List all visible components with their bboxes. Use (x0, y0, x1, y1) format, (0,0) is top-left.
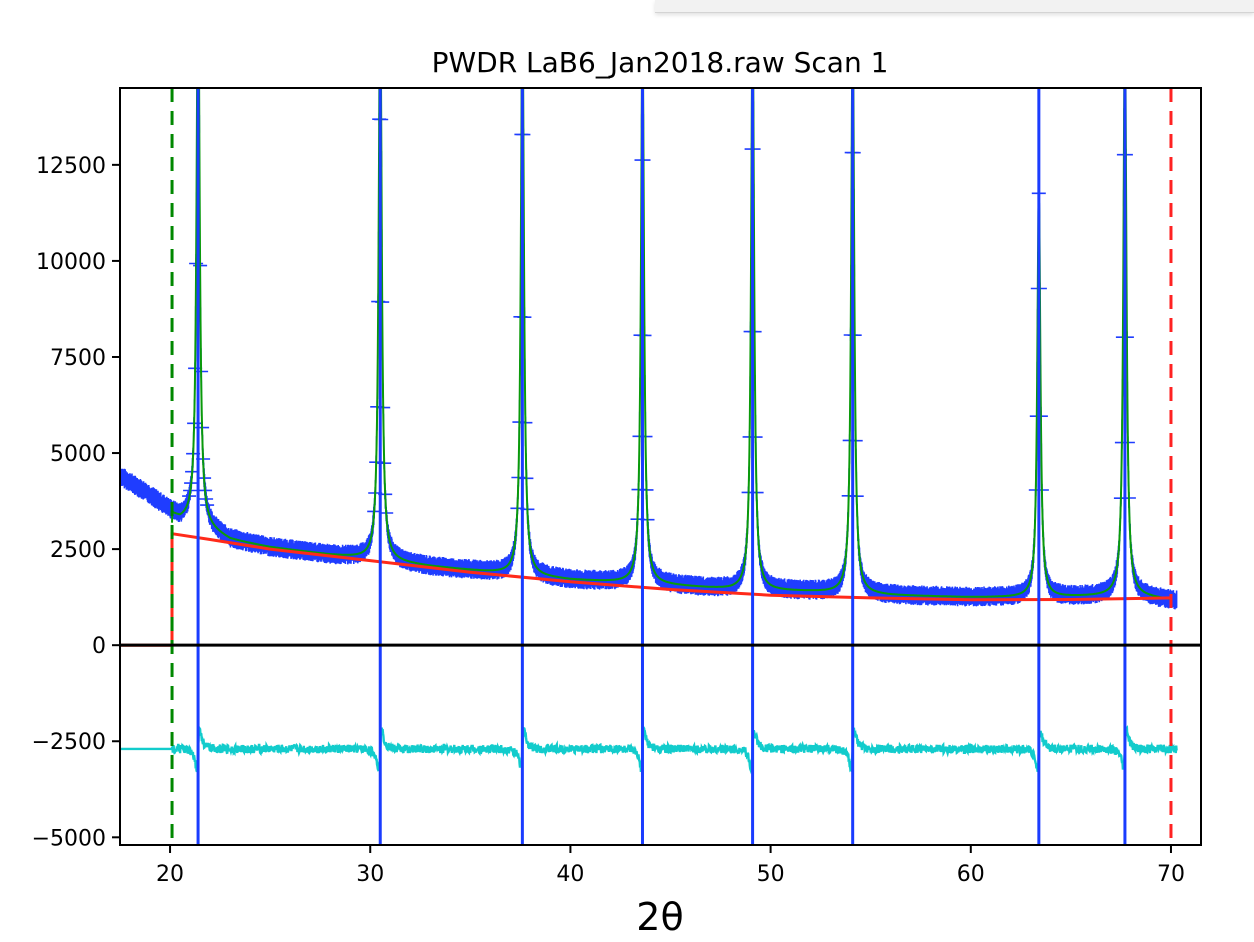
x-tick-label: 60 (957, 862, 985, 887)
x-tick-label: 50 (757, 862, 785, 887)
y-tick-label: 5000 (50, 442, 106, 467)
difference-series (120, 725, 1178, 775)
plot-frame (119, 87, 1202, 846)
window-top-edge (655, 0, 1254, 13)
y-tick-label: 10000 (36, 250, 106, 275)
x-tick-label: 30 (356, 862, 384, 887)
y-tick-label: 0 (92, 634, 106, 659)
y-tick-label: 12500 (36, 154, 106, 179)
x-axis-label: 2θ (636, 895, 683, 939)
chart-title: PWDR LaB6_Jan2018.raw Scan 1 (432, 46, 889, 79)
calculated-series (171, 88, 1172, 600)
x-tick-label: 20 (156, 862, 184, 887)
x-tick-label: 70 (1157, 862, 1185, 887)
y-tick-label: 7500 (50, 346, 106, 371)
y-tick-label: −5000 (32, 826, 106, 851)
y-tick-label: −2500 (32, 730, 106, 755)
y-tick-label: 2500 (50, 538, 106, 563)
background-series (120, 531, 1172, 647)
x-tick-label: 40 (556, 862, 584, 887)
